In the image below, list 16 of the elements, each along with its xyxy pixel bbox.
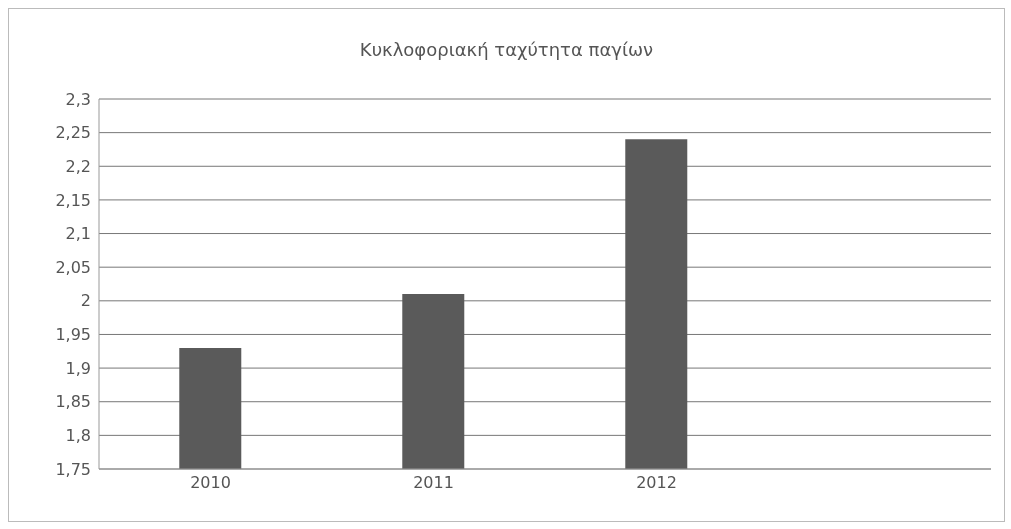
y-tick-label: 1,95: [55, 325, 91, 345]
y-tick-label: 1,8: [65, 426, 91, 446]
y-tick-label: 1,9: [65, 358, 91, 378]
y-tick-label: 1,85: [55, 392, 91, 412]
x-tick-label: 2010: [190, 473, 231, 493]
chart-title: Κυκλοφοριακή ταχύτητα παγίων: [358, 38, 655, 62]
y-tick-label: 2,2: [65, 156, 91, 176]
y-tick-label: 1,75: [55, 459, 91, 479]
y-tick-label: 2,1: [65, 224, 91, 244]
y-tick-label: 2,3: [65, 89, 91, 109]
y-tick-label: 2,25: [55, 123, 91, 143]
y-tick-label: 2,15: [55, 190, 91, 210]
y-tick-label: 2,05: [55, 257, 91, 277]
x-tick-label: 2012: [636, 473, 677, 493]
x-tick-label: 2011: [413, 473, 454, 493]
y-tick-label: 2: [80, 291, 91, 311]
